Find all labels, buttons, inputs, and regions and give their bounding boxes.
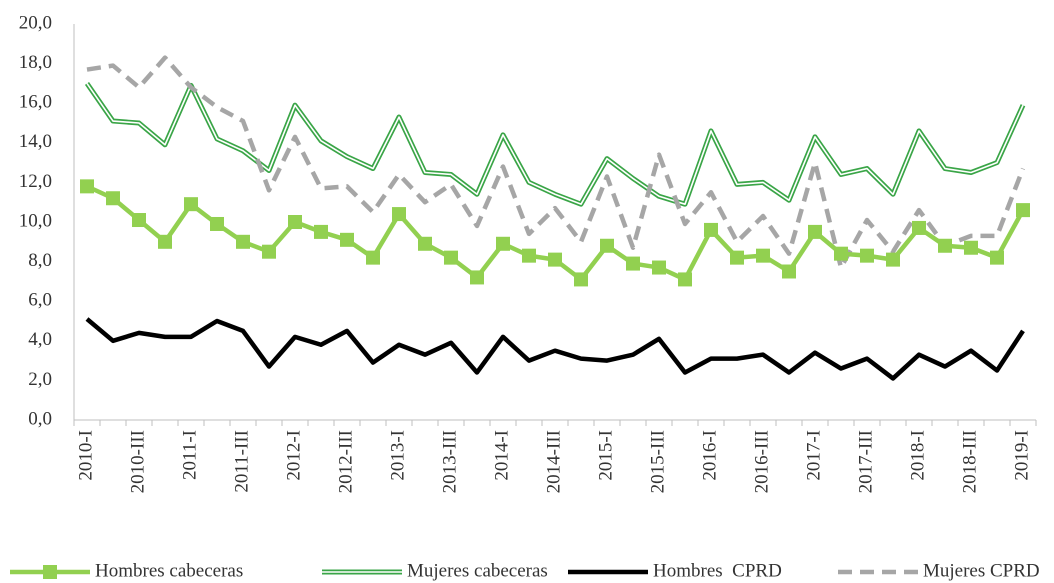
marker [522,248,536,263]
marker [184,197,198,212]
marker [1016,203,1030,218]
marker [600,238,614,253]
marker [574,272,588,287]
x-tick-label: 2010-I [75,430,96,481]
marker [912,220,926,235]
marker [496,236,510,251]
marker [730,250,744,265]
x-tick-label: 2010-III [127,430,148,493]
marker [756,248,770,263]
x-tick-label: 2017-III [855,430,876,493]
marker [288,215,302,229]
marker [366,250,380,265]
x-tick-label: 2011-I [179,430,200,480]
marker [444,250,458,265]
marker [860,248,874,263]
y-tick-label: 4,0 [28,329,52,350]
x-tick-label: 2018-I [907,430,928,481]
y-tick-label: 8,0 [28,250,52,271]
series-line [85,317,1025,381]
marker [418,236,432,251]
y-tick-label: 20,0 [19,12,52,33]
marker [626,256,640,271]
y-tick-label: 12,0 [19,171,52,192]
x-tick-label: 2016-III [751,430,772,493]
marker [678,272,692,287]
x-tick-label: 2012-III [335,430,356,493]
marker [704,222,718,237]
legend-label: Hombres cabeceras [95,560,243,581]
legend-marker [43,565,57,579]
series-line [86,55,1026,270]
marker [106,191,120,206]
x-tick-label: 2013-I [387,430,408,481]
marker [236,234,250,249]
marker [210,216,224,231]
y-tick-label: 10,0 [19,210,52,231]
x-tick-label: 2017-I [803,430,824,481]
x-tick-label: 2013-III [439,430,460,493]
y-tick-label: 14,0 [19,131,52,152]
x-tick-label: 2016-I [699,430,720,481]
x-tick-label: 2018-III [959,430,980,493]
marker [990,250,1004,265]
marker [782,264,796,279]
y-tick-label: 0,0 [28,408,52,429]
marker [808,224,822,239]
marker [314,224,328,239]
series-line [86,82,1024,205]
y-tick-label: 18,0 [19,52,52,73]
x-tick-label: 2011-III [231,430,252,493]
legend-label: Hombres CPRD [653,560,782,581]
marker [262,244,276,259]
marker [340,232,354,247]
x-tick-label: 2014-I [491,430,512,481]
marker [80,179,94,194]
marker [938,238,952,253]
legend-label: Mujeres CPRD [923,560,1040,581]
x-tick-label: 2015-I [595,430,616,481]
marker [886,252,900,267]
x-tick-label: 2012-I [283,430,304,481]
x-tick-label: 2015-III [647,430,668,493]
marker [548,252,562,267]
marker [964,240,978,255]
x-tick-label: 2014-III [543,430,564,493]
marker [392,207,406,222]
marker [652,260,666,275]
y-tick-label: 6,0 [28,290,52,311]
x-tick-label: 2019-I [1011,430,1032,481]
marker [834,246,848,261]
y-tick-label: 2,0 [28,369,52,390]
marker [158,234,172,249]
marker [470,270,484,285]
legend-label: Mujeres cabeceras [407,560,548,581]
marker [132,213,146,228]
y-tick-label: 16,0 [19,92,52,113]
